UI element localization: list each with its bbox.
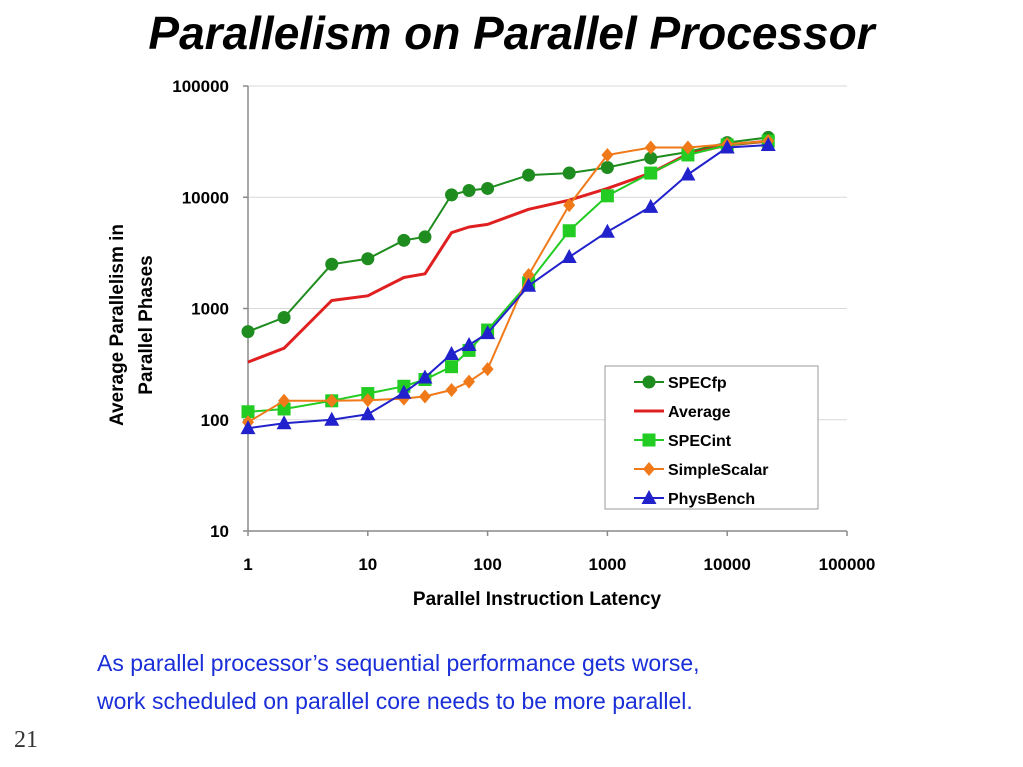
legend-item-average: Average [634, 404, 731, 421]
y-tick-label: 10 [210, 522, 229, 541]
legend-label-specfp: SPECfp [668, 375, 727, 392]
data-point-physbench [561, 249, 577, 264]
data-point-specfp [462, 183, 476, 197]
legend-label-average: Average [668, 404, 731, 421]
data-point-physbench [324, 411, 340, 426]
data-point-physbench [461, 336, 477, 351]
data-point-specint [562, 224, 576, 238]
x-tick-label: 100 [473, 555, 501, 574]
x-tick-label: 1000 [588, 555, 626, 574]
series-line-simplescalar [247, 140, 769, 424]
y-tick-label: 1000 [191, 300, 229, 319]
data-point-simplescalar [481, 362, 494, 377]
data-point-physbench [521, 277, 537, 292]
data-point-simplescalar [522, 268, 535, 283]
legend-item-physbench: PhysBench [634, 490, 755, 508]
legend-marker-specint [642, 433, 656, 447]
data-point-simplescalar [278, 393, 291, 408]
data-point-physbench [240, 420, 256, 435]
data-point-specint [644, 166, 658, 180]
page-number: 21 [14, 727, 38, 753]
x-tick-label: 10 [358, 555, 377, 574]
y-axis-label-line1: Average Parallelism in [107, 224, 128, 426]
data-point-simplescalar [463, 374, 476, 389]
data-point-specint [445, 360, 459, 374]
data-point-specfp [277, 311, 291, 325]
legend-marker-simplescalar [643, 462, 655, 476]
data-point-simplescalar [563, 198, 576, 213]
slide-caption: As parallel processor’s sequential perfo… [97, 644, 977, 720]
x-tick-label: 10000 [704, 555, 751, 574]
y-tick-label: 10000 [182, 188, 229, 207]
legend-box [604, 365, 819, 510]
data-point-simplescalar [681, 140, 694, 155]
data-point-specfp [241, 325, 255, 339]
chart-series [240, 130, 776, 435]
data-point-simplescalar [418, 389, 431, 404]
chart-tick-labels: 10 100 1000 10000 100000 1 10 100 1000 10000 10000… [172, 77, 875, 574]
series-line-physbench [247, 144, 769, 430]
y-axis-label-line2: Parallel Phases [136, 255, 157, 394]
data-point-physbench [276, 415, 292, 430]
legend-label-specint: SPECint [668, 433, 732, 450]
data-point-simplescalar [361, 393, 374, 408]
data-point-specfp [445, 188, 459, 202]
data-point-physbench [396, 384, 412, 399]
x-axis-label: Parallel Instruction Latency [413, 589, 662, 610]
data-point-specfp [600, 161, 614, 175]
data-point-specfp [361, 252, 375, 266]
x-tick-label: 1 [243, 555, 252, 574]
data-point-specint [241, 405, 255, 419]
series-physbench [240, 136, 776, 435]
chart-legend: SPECfp Average SPECint SimpleScalar PhysBenc… [604, 365, 819, 510]
line-chart: 10 100 1000 10000 100000 1 10 100 1000 10000 10000… [107, 77, 875, 610]
data-point-simplescalar [325, 393, 338, 408]
data-point-specint [600, 189, 614, 203]
legend-item-specfp: SPECfp [634, 375, 727, 392]
data-point-specfp [522, 168, 536, 182]
data-point-specfp [562, 166, 576, 180]
data-point-specint [277, 402, 291, 416]
caption-line-1: As parallel processor’s sequential perfo… [97, 650, 700, 676]
data-point-specint [681, 148, 695, 162]
legend-marker-specfp [642, 375, 656, 389]
data-point-specfp [418, 230, 432, 244]
data-point-physbench [599, 223, 615, 238]
data-point-physbench [360, 406, 376, 421]
caption-line-2: work scheduled on parallel core needs to… [97, 688, 693, 714]
data-point-physbench [643, 198, 659, 213]
x-tick-label: 100000 [819, 555, 876, 574]
data-point-physbench [680, 166, 696, 181]
data-point-specfp [397, 233, 411, 247]
data-point-physbench [719, 139, 735, 154]
y-tick-label: 100000 [172, 77, 229, 96]
series-line-specfp [247, 136, 769, 333]
slide-title: Parallelism on Parallel Processor [148, 7, 875, 59]
data-point-simplescalar [445, 383, 458, 398]
legend-label-physbench: PhysBench [668, 491, 755, 508]
data-point-physbench [760, 136, 776, 151]
legend-label-simplescalar: SimpleScalar [668, 462, 769, 479]
data-point-physbench [480, 325, 496, 340]
data-point-simplescalar [644, 140, 657, 155]
y-tick-label: 100 [201, 411, 229, 430]
legend-item-simplescalar: SimpleScalar [634, 462, 769, 479]
legend-item-specint: SPECint [634, 433, 732, 450]
data-point-specfp [644, 151, 658, 165]
legend-marker-physbench [641, 490, 657, 504]
data-point-specfp [325, 257, 339, 271]
data-point-specfp [481, 181, 495, 195]
data-point-physbench [417, 369, 433, 384]
data-point-physbench [444, 345, 460, 360]
data-point-simplescalar [601, 147, 614, 162]
